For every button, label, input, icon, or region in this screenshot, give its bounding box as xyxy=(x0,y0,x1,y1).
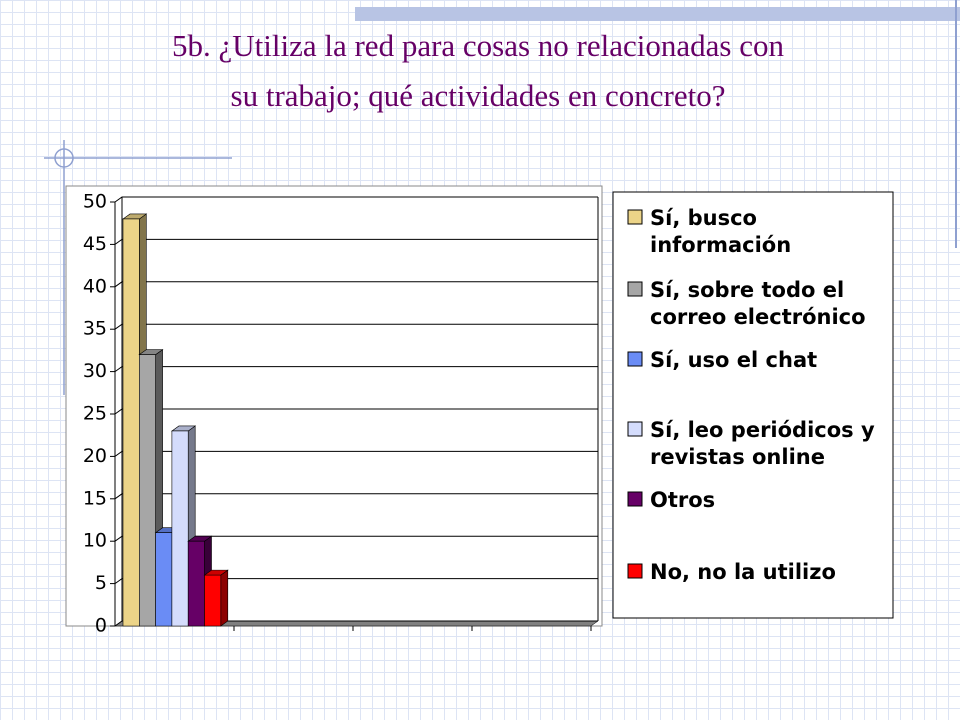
grid-line xyxy=(114,238,598,245)
y-tick-label: 20 xyxy=(83,445,107,467)
y-tick-label: 50 xyxy=(83,191,107,213)
bar-face xyxy=(122,218,140,627)
legend-swatch xyxy=(627,281,643,297)
grid-line xyxy=(114,281,598,288)
decor-circle xyxy=(54,148,74,168)
grid-line xyxy=(114,196,598,203)
legend-swatch xyxy=(627,563,643,579)
legend-label: Sí, uso el chat xyxy=(650,348,817,372)
y-tick-label: 0 xyxy=(95,615,107,637)
grid-line xyxy=(114,493,598,500)
legend-swatch xyxy=(627,209,643,225)
legend-swatch xyxy=(627,491,643,507)
bar-face xyxy=(139,354,156,627)
y-tick-label: 15 xyxy=(83,487,107,509)
bar-face xyxy=(220,569,229,627)
legend-label: No, no la utilizo xyxy=(650,560,836,584)
bar-face xyxy=(187,540,205,627)
y-tick-label: 40 xyxy=(83,275,107,297)
bar-face xyxy=(204,574,222,627)
grid-line xyxy=(114,323,598,330)
bar-face xyxy=(155,532,173,627)
y-tick-label: 5 xyxy=(95,572,107,594)
legend-swatch xyxy=(627,421,643,437)
legend-label: Otros xyxy=(650,488,715,512)
chart-title: 5b. ¿Utiliza la red para cosas no relaci… xyxy=(172,28,784,113)
y-tick-label: 35 xyxy=(83,318,107,340)
y-tick-label: 25 xyxy=(83,403,107,425)
legend-swatch xyxy=(627,351,643,367)
grid-line xyxy=(114,578,598,585)
y-tick-label: 45 xyxy=(83,233,107,255)
grid-line xyxy=(114,620,598,627)
legend-box xyxy=(612,191,894,619)
legend-label: Sí, busco información xyxy=(650,206,791,257)
bar xyxy=(203,569,229,627)
bar-face xyxy=(171,430,189,627)
legend-label: Sí, leo periódicos y revistas online xyxy=(650,418,875,469)
grid-line xyxy=(114,366,598,373)
legend-label: Sí, sobre todo el correo electrónico xyxy=(650,278,866,329)
y-tick-label: 30 xyxy=(83,360,107,382)
y-tick-label: 10 xyxy=(83,530,107,552)
grid-line xyxy=(114,408,598,415)
grid-line xyxy=(114,535,598,542)
grid-line xyxy=(114,450,598,457)
